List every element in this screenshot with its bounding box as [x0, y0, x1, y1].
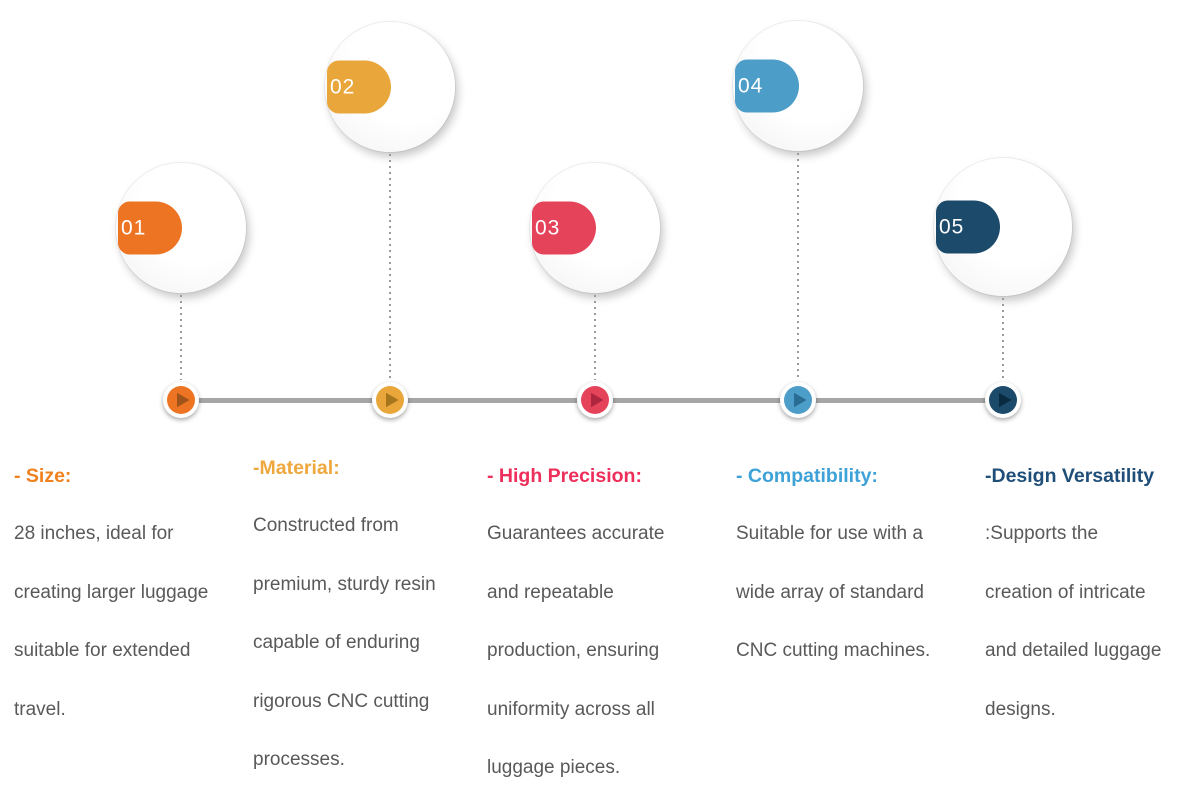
dotted-connector-03	[594, 295, 596, 380]
timeline-marker-02	[372, 382, 408, 418]
number-badge-02: 02	[327, 60, 391, 114]
marker-circle-04	[784, 386, 812, 414]
feature-text-line: production, ensuring	[487, 640, 660, 661]
feature-body: Constructed from premium, sturdy resin c…	[253, 497, 483, 790]
marker-circle-02	[376, 386, 404, 414]
number-badge-03: 03	[532, 201, 596, 255]
feature-body: Guarantees accurate and repeatable produ…	[487, 505, 713, 798]
feature-text-line: and detailed luggage	[985, 640, 1162, 661]
feature-text-line: :Supports the	[985, 523, 1099, 544]
badge-number-05: 05	[939, 215, 965, 238]
feature-text-line: 28 inches, ideal for	[14, 523, 174, 544]
feature-heading: -Material:	[253, 457, 340, 479]
badge-number-03: 03	[535, 216, 561, 239]
feature-column-versatility: -Design Versatility :Supports the creati…	[985, 455, 1197, 739]
feature-heading: -Design Versatility	[985, 465, 1155, 487]
node-circle-05: 05	[934, 158, 1072, 296]
dotted-connector-05	[1002, 298, 1004, 380]
number-badge-04: 04	[735, 59, 799, 113]
timeline-marker-04	[780, 382, 816, 418]
feature-text-line: luggage pieces.	[487, 757, 621, 778]
feature-text-line: CNC cutting machines.	[736, 640, 931, 661]
marker-circle-03	[581, 386, 609, 414]
feature-text-line: creating larger luggage	[14, 581, 209, 603]
feature-heading: - Compatibility:	[736, 465, 878, 487]
feature-text-line: Constructed from	[253, 515, 399, 536]
feature-text-line: travel.	[14, 698, 66, 720]
feature-body: :Supports the creation of intricate and …	[985, 505, 1197, 739]
feature-heading: - High Precision:	[487, 465, 642, 487]
node-circle-04: 04	[733, 21, 863, 151]
feature-text-line: Guarantees accurate	[487, 523, 665, 544]
dotted-connector-04	[797, 153, 799, 380]
badge-number-01: 01	[121, 216, 147, 239]
timeline-marker-05	[985, 382, 1021, 418]
node-circle-03: 03	[530, 163, 660, 293]
feature-text-line: creation of intricate	[985, 581, 1146, 603]
feature-text-line: premium, sturdy resin	[253, 573, 436, 595]
feature-text-line: rigorous CNC cutting	[253, 690, 430, 712]
feature-body: 28 inches, ideal for creating larger lug…	[14, 505, 246, 739]
marker-circle-05	[989, 386, 1017, 414]
feature-text-line: capable of enduring	[253, 632, 420, 653]
play-icon	[385, 392, 399, 408]
feature-text-line: and repeatable	[487, 581, 614, 603]
badge-number-02: 02	[330, 75, 356, 98]
feature-text-line: wide array of standard	[736, 581, 924, 603]
feature-text-line: suitable for extended	[14, 640, 191, 661]
dotted-connector-01	[180, 295, 182, 380]
feature-text-line: Suitable for use with a	[736, 523, 923, 544]
dotted-connector-02	[389, 154, 391, 380]
feature-column-material: -Material: Constructed from premium, stu…	[253, 447, 483, 790]
play-icon	[590, 392, 604, 408]
feature-column-compatibility: - Compatibility: Suitable for use with a…	[736, 455, 962, 681]
timeline-marker-03	[577, 382, 613, 418]
feature-text-line: uniformity across all	[487, 698, 655, 720]
feature-column-precision: - High Precision: Guarantees accurate an…	[487, 455, 713, 798]
play-icon	[176, 392, 190, 408]
feature-heading: - Size:	[14, 465, 72, 487]
node-circle-01: 01	[116, 163, 246, 293]
number-badge-01: 01	[118, 201, 182, 255]
feature-column-size: - Size: 28 inches, ideal for creating la…	[14, 455, 246, 739]
feature-body: Suitable for use with a wide array of st…	[736, 505, 962, 681]
play-icon	[793, 392, 807, 408]
timeline-marker-01	[163, 382, 199, 418]
node-circle-02: 02	[325, 22, 455, 152]
marker-circle-01	[167, 386, 195, 414]
play-icon	[998, 392, 1012, 408]
feature-text-line: designs.	[985, 698, 1056, 720]
badge-number-04: 04	[738, 74, 764, 97]
number-badge-05: 05	[936, 200, 1000, 254]
feature-text-line: processes.	[253, 749, 345, 770]
